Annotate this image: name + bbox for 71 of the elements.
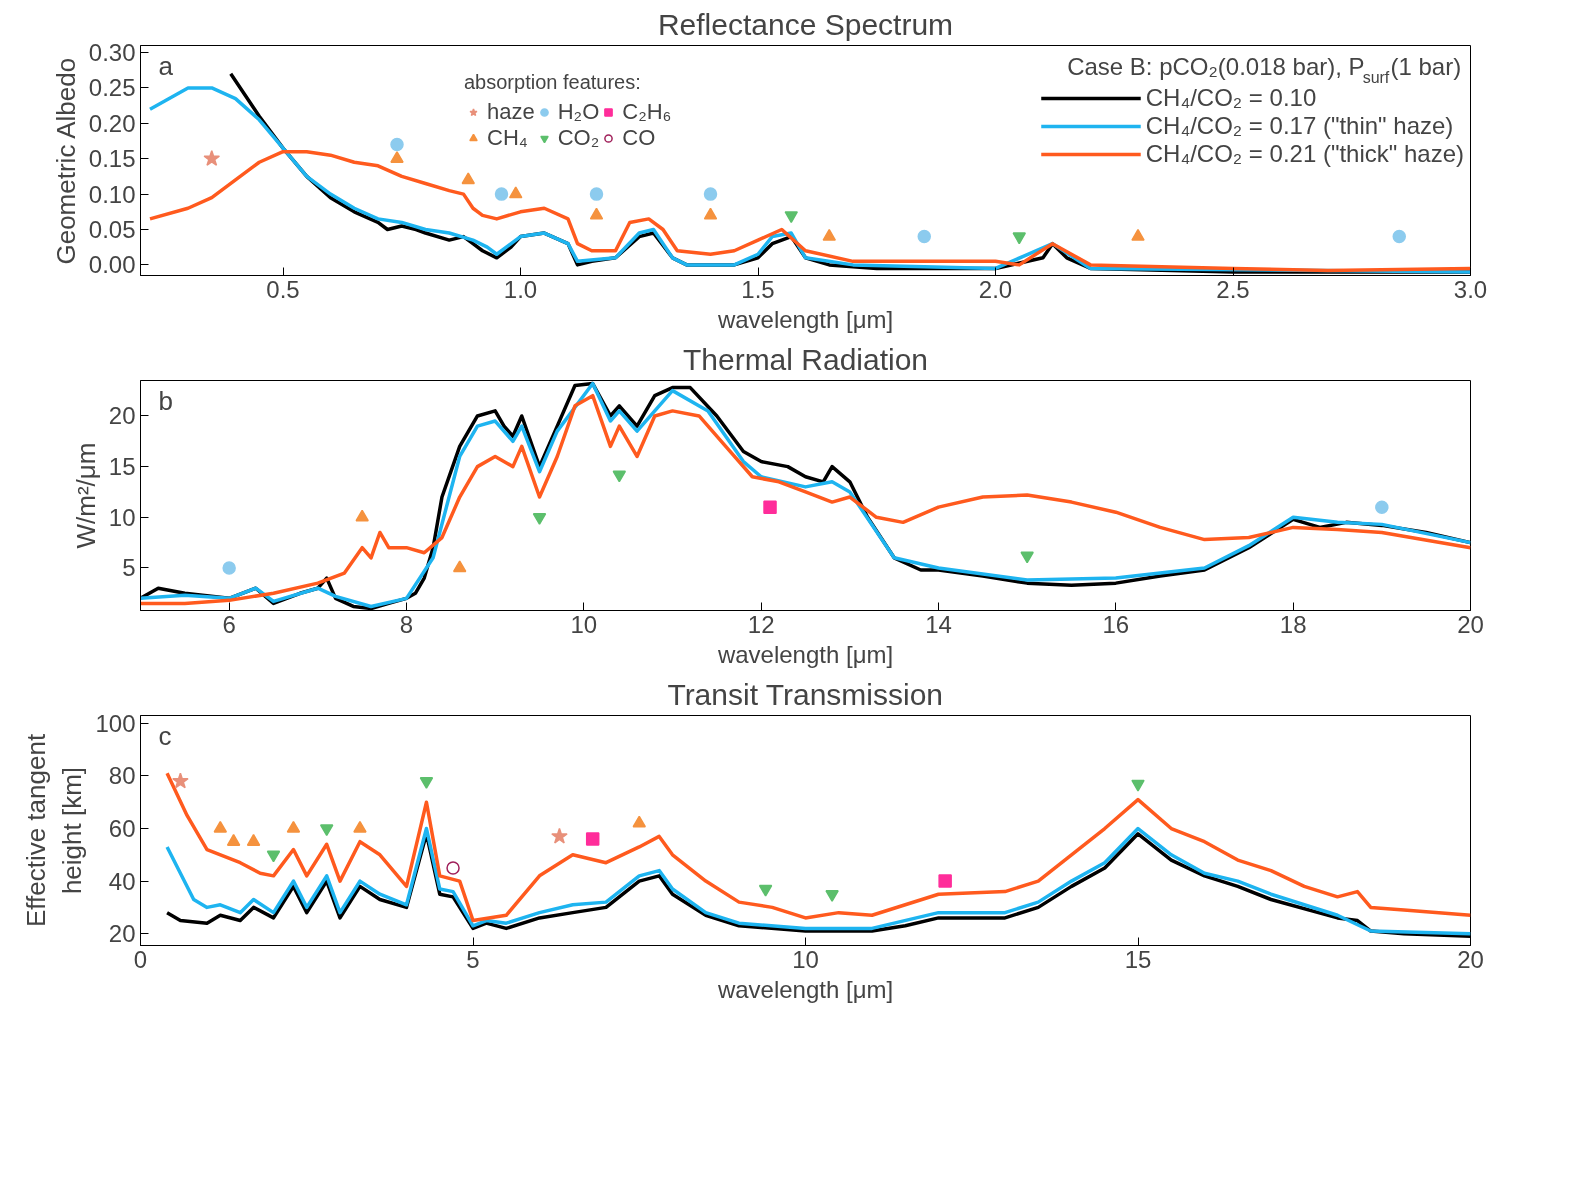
legend-label: CO: [622, 125, 656, 151]
x-tick-label: 2.0: [978, 275, 1013, 303]
point: [203, 149, 221, 166]
x-tick-label: 10: [570, 610, 598, 638]
legend-label: CH₄/CO₂ = 0.10: [1145, 84, 1317, 112]
x-tick-label: 6: [222, 610, 236, 638]
x-tick-label: 12: [747, 610, 775, 638]
x-tick-label: 14: [925, 610, 952, 638]
y-tick-label: 0.15: [88, 145, 136, 173]
annotation: absorption features:: [464, 71, 642, 94]
point: [703, 207, 718, 220]
y-tick-label: 0.30: [88, 39, 136, 67]
y-tick-label: 0.20: [88, 109, 136, 137]
legend-label: CO₂: [557, 125, 600, 151]
point: [822, 228, 836, 241]
x-axis-title: wavelength [μm]: [716, 305, 894, 333]
point: [390, 151, 404, 163]
point: [509, 186, 523, 199]
x-tick-label: 1.5: [741, 275, 775, 303]
y-tick-label: 5: [122, 554, 136, 582]
y-tick-label: 60: [108, 815, 136, 843]
x-tick-label: 5: [466, 945, 480, 973]
y-axis-title: W/m²/μm: [70, 442, 101, 549]
y-tick-label: 10: [108, 503, 136, 531]
point: [589, 187, 604, 201]
annotation: c: [158, 720, 172, 751]
point: [1392, 229, 1406, 244]
x-tick-label: 1.0: [503, 275, 538, 303]
x-tick-label: 8: [399, 610, 414, 638]
y-tick-label: 0.25: [88, 74, 136, 102]
x-tick-label: 15: [1124, 945, 1152, 973]
y-tick-label: 0.05: [88, 216, 136, 243]
point: [589, 207, 604, 220]
legend-label: H₂O: [557, 99, 600, 125]
annotation: a: [158, 50, 174, 81]
chart-title: Transit Transmission: [667, 677, 944, 711]
x-tick-label: 18: [1279, 610, 1307, 638]
y-tick-label: 0.10: [88, 180, 136, 208]
y-tick-label: 80: [108, 762, 136, 790]
legend-label: CH₄/CO₂ = 0.17 ("thin" haze): [1145, 112, 1454, 140]
point: [1131, 228, 1145, 241]
legend-label: C₂H₆: [622, 99, 672, 125]
x-tick-label: 20: [1457, 945, 1484, 973]
y-tick-label: 20: [108, 920, 136, 948]
y-tick-label: 40: [108, 867, 136, 895]
x-tick-label: 2.5: [1216, 275, 1250, 303]
chart-title: Reflectance Spectrum: [657, 7, 954, 41]
x-tick-label: 3.0: [1453, 275, 1488, 303]
point: [917, 229, 931, 244]
line-series: [165, 771, 1471, 923]
legend-label: haze: [487, 99, 535, 125]
y-tick-label: 100: [95, 709, 136, 737]
point: [461, 172, 475, 185]
y-axis-title: Geometric Albedo: [50, 57, 81, 265]
y-tick-label: 15: [108, 453, 136, 481]
legend-label: CH₄: [487, 125, 528, 151]
point: [703, 187, 718, 201]
point: [390, 137, 404, 152]
x-tick-label: 0.5: [266, 275, 300, 303]
chart-title: Thermal Radiation: [682, 342, 929, 376]
y-tick-label: 0.00: [88, 251, 136, 279]
x-tick-label: 16: [1102, 610, 1130, 638]
y-tick-label: 20: [108, 402, 136, 430]
x-tick-label: 10: [792, 945, 819, 973]
x-tick-label: 20: [1457, 610, 1484, 638]
y-axis-title: Effective tangent height [km]: [21, 733, 88, 928]
point: [494, 187, 509, 201]
x-axis-title: wavelength [μm]: [716, 640, 894, 668]
legend-label: CH₄/CO₂ = 0.21 ("thick" haze): [1145, 140, 1464, 168]
x-tick-label: 0: [133, 945, 148, 973]
x-axis-title: wavelength [μm]: [716, 975, 894, 1003]
